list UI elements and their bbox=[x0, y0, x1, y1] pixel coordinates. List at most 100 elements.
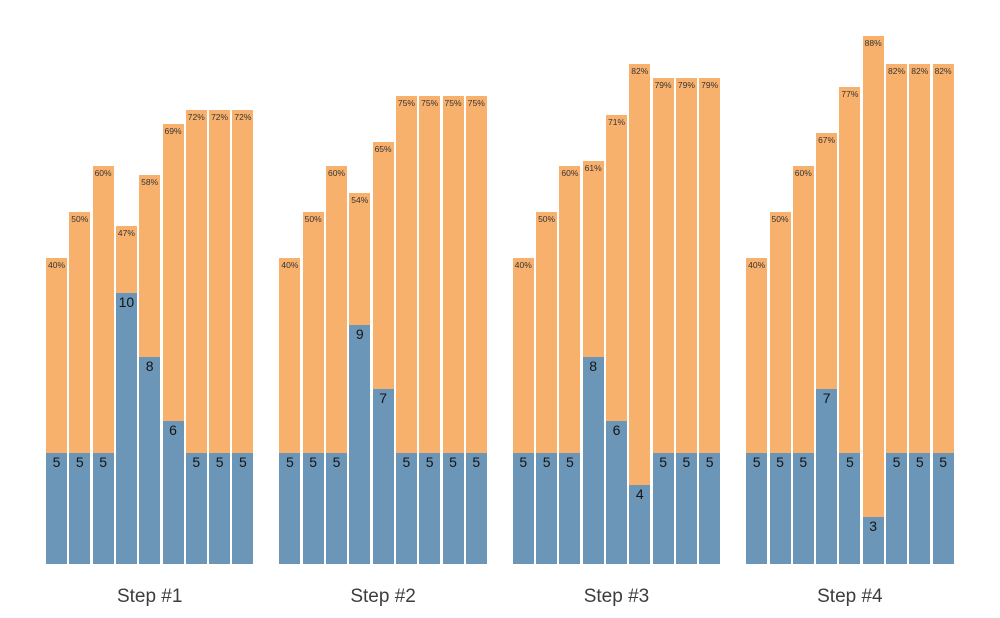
orange-segment bbox=[442, 96, 464, 453]
percent-label: 88% bbox=[864, 38, 882, 48]
value-label: 5 bbox=[472, 454, 481, 470]
orange-segment bbox=[769, 211, 791, 453]
blue-segment bbox=[139, 357, 161, 564]
value-label: 5 bbox=[939, 454, 947, 470]
percent-label: 60% bbox=[561, 167, 579, 178]
orange-segment bbox=[862, 36, 884, 517]
step-label: Step #2 bbox=[350, 586, 416, 607]
percent-label: 40% bbox=[514, 260, 532, 270]
orange-segment bbox=[816, 133, 838, 389]
percent-label: 50% bbox=[71, 213, 89, 224]
blue-segment bbox=[185, 453, 207, 564]
percent-label: 79% bbox=[701, 79, 719, 90]
value-label: 5 bbox=[449, 454, 457, 470]
percent-label: 40% bbox=[47, 260, 65, 270]
value-label: 5 bbox=[705, 454, 714, 470]
value-label: 5 bbox=[915, 454, 924, 470]
orange-segment bbox=[582, 160, 604, 357]
blue-segment bbox=[46, 453, 67, 564]
percent-label: 40% bbox=[281, 260, 299, 270]
value-label: 5 bbox=[192, 454, 201, 470]
percent-label: 82% bbox=[631, 65, 649, 76]
blue-segment bbox=[652, 453, 674, 564]
value-label: 5 bbox=[332, 454, 341, 470]
orange-segment bbox=[792, 165, 814, 453]
blue-segment bbox=[232, 453, 254, 564]
orange-segment bbox=[302, 211, 324, 453]
percent-label: 40% bbox=[748, 260, 766, 270]
percent-label: 50% bbox=[538, 213, 556, 224]
orange-segment bbox=[675, 77, 697, 453]
blue-segment bbox=[559, 453, 581, 564]
value-label: 5 bbox=[682, 454, 691, 470]
percent-label: 72% bbox=[187, 112, 205, 122]
value-label: 5 bbox=[99, 454, 107, 470]
blue-segment bbox=[746, 453, 768, 564]
blue-segment bbox=[92, 453, 114, 564]
value-label: 5 bbox=[52, 454, 61, 470]
percent-label: 82% bbox=[887, 65, 905, 76]
value-label: 8 bbox=[589, 358, 598, 374]
orange-segment bbox=[92, 165, 114, 453]
value-label: 6 bbox=[169, 422, 177, 438]
value-label: 5 bbox=[75, 454, 84, 470]
percent-label: 60% bbox=[794, 167, 812, 178]
value-label: 5 bbox=[845, 454, 854, 470]
blue-segment bbox=[816, 389, 838, 564]
orange-segment bbox=[372, 142, 394, 389]
orange-segment bbox=[699, 77, 721, 453]
orange-segment bbox=[909, 63, 931, 453]
value-label: 8 bbox=[145, 358, 154, 374]
orange-segment bbox=[746, 258, 768, 453]
value-label: 5 bbox=[402, 454, 411, 470]
blue-segment bbox=[302, 453, 324, 564]
percent-label: 79% bbox=[654, 79, 672, 90]
value-label: 10 bbox=[118, 294, 135, 310]
value-label: 5 bbox=[309, 454, 318, 470]
orange-segment bbox=[536, 211, 558, 453]
orange-segment bbox=[139, 174, 161, 357]
percent-label: 82% bbox=[934, 65, 952, 76]
blue-segment bbox=[536, 453, 558, 564]
percent-label: 60% bbox=[94, 167, 112, 178]
orange-segment bbox=[395, 96, 417, 453]
orange-segment bbox=[46, 258, 67, 453]
value-label: 5 bbox=[659, 454, 667, 470]
orange-segment bbox=[349, 193, 371, 325]
percent-label: 72% bbox=[211, 112, 229, 122]
percent-label: 71% bbox=[607, 116, 625, 127]
orange-segment bbox=[606, 114, 627, 421]
percent-label: 75% bbox=[467, 98, 485, 109]
value-label: 3 bbox=[869, 518, 878, 534]
percent-label: 77% bbox=[841, 88, 859, 99]
orange-segment bbox=[326, 165, 347, 453]
blue-segment bbox=[69, 453, 91, 564]
orange-segment bbox=[115, 225, 137, 293]
value-label: 5 bbox=[519, 454, 528, 470]
blue-segment bbox=[932, 453, 954, 564]
blue-segment bbox=[675, 453, 697, 564]
orange-segment bbox=[279, 258, 301, 453]
blue-segment bbox=[862, 517, 884, 564]
orange-segment bbox=[69, 211, 91, 453]
percent-label: 72% bbox=[234, 112, 252, 122]
value-label: 5 bbox=[752, 454, 761, 470]
percent-label: 67% bbox=[818, 135, 836, 146]
percent-label: 50% bbox=[304, 213, 322, 224]
blue-segment bbox=[769, 453, 791, 564]
blue-segment bbox=[326, 453, 347, 564]
orange-segment bbox=[465, 96, 487, 453]
percent-label: 58% bbox=[141, 176, 159, 187]
orange-segment bbox=[886, 63, 907, 453]
blue-segment bbox=[886, 453, 907, 564]
orange-segment bbox=[512, 258, 534, 453]
blue-segment bbox=[465, 453, 487, 564]
percent-label: 75% bbox=[421, 98, 439, 109]
blue-segment bbox=[606, 421, 627, 564]
value-label: 9 bbox=[355, 326, 364, 342]
step-label: Step #4 bbox=[817, 586, 883, 607]
blue-segment bbox=[209, 453, 231, 564]
blue-segment bbox=[395, 453, 417, 564]
percent-label: 54% bbox=[351, 195, 369, 206]
blue-segment bbox=[442, 453, 464, 564]
